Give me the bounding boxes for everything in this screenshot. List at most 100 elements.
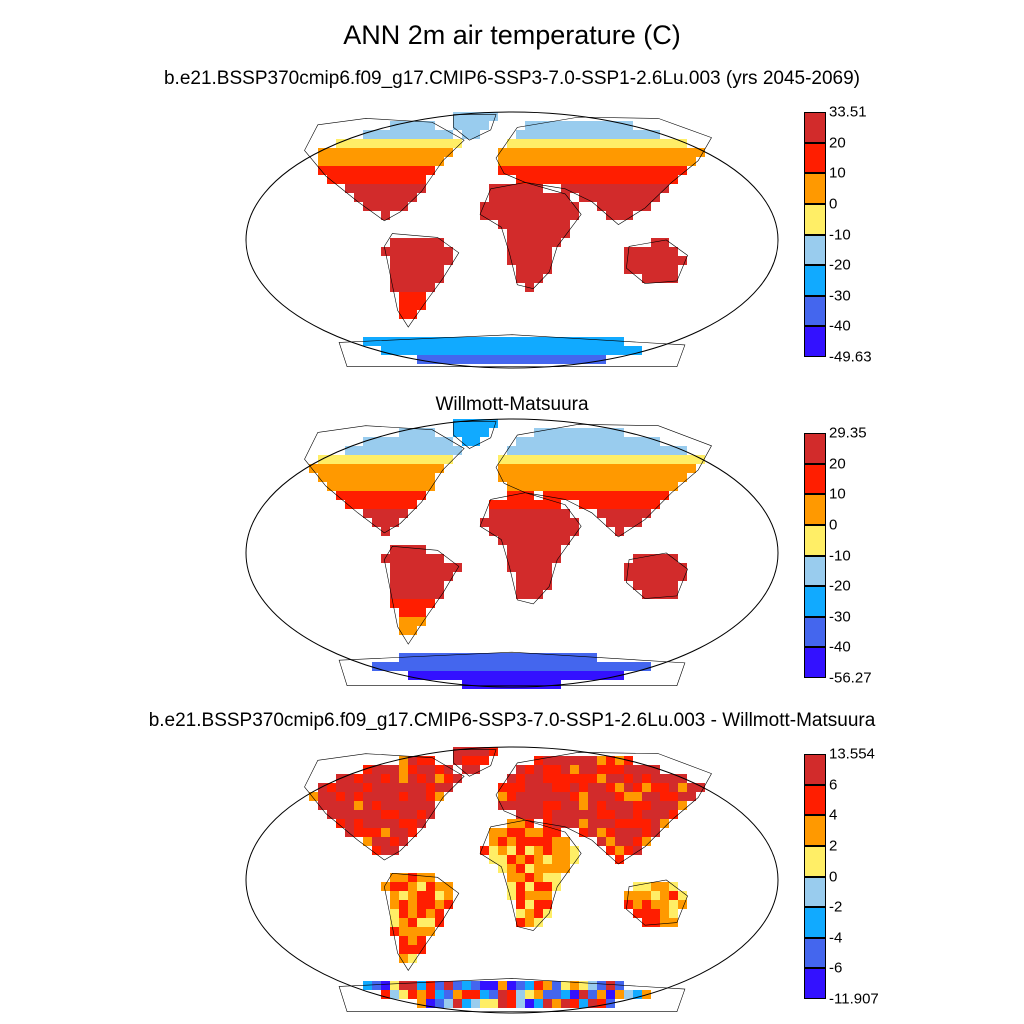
grid-cell xyxy=(354,193,363,202)
grid-cell xyxy=(534,810,543,819)
grid-cell xyxy=(516,873,525,882)
grid-cell xyxy=(381,554,390,563)
grid-cell xyxy=(525,873,534,882)
grid-cell xyxy=(525,810,534,819)
grid-cell xyxy=(642,148,651,157)
grid-cell xyxy=(552,527,561,536)
colorbar-tick-label: 10 xyxy=(829,485,846,503)
grid-cell xyxy=(399,130,408,139)
grid-cell xyxy=(687,455,696,464)
grid-cell xyxy=(669,265,678,274)
grid-cell xyxy=(417,283,426,292)
grid-cell xyxy=(633,455,642,464)
grid-cell xyxy=(489,653,498,662)
grid-cell xyxy=(678,801,687,810)
grid-cell xyxy=(660,801,669,810)
grid-cell xyxy=(669,482,678,491)
grid-cell xyxy=(444,882,453,891)
grid-cell xyxy=(318,157,327,166)
grid-cell xyxy=(561,428,570,437)
grid-cell xyxy=(516,184,525,193)
grid-cell xyxy=(660,819,669,828)
grid-cell xyxy=(363,157,372,166)
grid-cell xyxy=(462,437,471,446)
grid-cell xyxy=(480,662,489,671)
grid-cell xyxy=(615,130,624,139)
grid-cell xyxy=(345,491,354,500)
grid-cell xyxy=(588,662,597,671)
grid-cell xyxy=(570,355,579,364)
grid-cell xyxy=(606,491,615,500)
grid-cell xyxy=(390,981,399,990)
grid-cell xyxy=(633,792,642,801)
colorbar-tick-label: 0 xyxy=(829,516,838,534)
grid-cell xyxy=(642,193,651,202)
grid-cell xyxy=(444,455,453,464)
grid-cell xyxy=(525,193,534,202)
grid-cell xyxy=(534,274,543,283)
grid-cell xyxy=(444,256,453,265)
grid-cell xyxy=(624,828,633,837)
colorbar-bin xyxy=(804,142,826,174)
grid-cell xyxy=(660,572,669,581)
grid-cell xyxy=(480,355,489,364)
grid-cell xyxy=(525,554,534,563)
grid-cell xyxy=(399,981,408,990)
grid-cell xyxy=(678,148,687,157)
grid-cell xyxy=(516,536,525,545)
grid-cell xyxy=(588,446,597,455)
coastline xyxy=(495,116,712,226)
grid-cell xyxy=(507,855,516,864)
grid-cell xyxy=(381,346,390,355)
grid-cell xyxy=(372,455,381,464)
grid-cell xyxy=(363,774,372,783)
grid-cell xyxy=(462,999,471,1008)
grid-cell xyxy=(678,464,687,473)
grid-cell xyxy=(336,157,345,166)
grid-cell xyxy=(345,774,354,783)
grid-cell xyxy=(543,202,552,211)
grid-cell xyxy=(561,990,570,999)
grid-cell xyxy=(624,500,633,509)
grid-cell xyxy=(624,446,633,455)
grid-cell xyxy=(543,346,552,355)
grid-cell xyxy=(417,581,426,590)
grid-cell xyxy=(435,891,444,900)
grid-cell xyxy=(642,810,651,819)
grid-cell xyxy=(480,680,489,689)
grid-cell xyxy=(651,464,660,473)
grid-cell xyxy=(444,437,453,446)
grid-cell xyxy=(363,783,372,792)
grid-cell xyxy=(570,166,579,175)
colorbar-tick-label: -10 xyxy=(829,226,851,243)
grid-cell xyxy=(399,337,408,346)
grid-cell xyxy=(390,337,399,346)
grid-cell xyxy=(543,238,552,247)
grid-cell xyxy=(570,671,579,680)
grid-cell xyxy=(372,473,381,482)
grid-cell xyxy=(399,238,408,247)
grid-cell xyxy=(525,855,534,864)
grid-cell xyxy=(525,355,534,364)
grid-cell xyxy=(408,554,417,563)
grid-cell xyxy=(372,202,381,211)
grid-cell xyxy=(426,355,435,364)
grid-cell xyxy=(354,819,363,828)
grid-cell xyxy=(408,130,417,139)
grid-cell xyxy=(570,455,579,464)
grid-cell xyxy=(552,355,561,364)
grid-cell xyxy=(588,130,597,139)
grid-cell xyxy=(696,783,705,792)
grid-cell xyxy=(534,783,543,792)
grid-cell xyxy=(516,238,525,247)
grid-cell xyxy=(552,491,561,500)
grid-cell xyxy=(327,783,336,792)
grid-cell xyxy=(507,653,516,662)
grid-cell xyxy=(570,819,579,828)
grid-cell xyxy=(390,175,399,184)
grid-cell xyxy=(408,990,417,999)
grid-cell xyxy=(399,936,408,945)
grid-cell xyxy=(381,662,390,671)
grid-cell xyxy=(372,774,381,783)
grid-cell xyxy=(660,792,669,801)
